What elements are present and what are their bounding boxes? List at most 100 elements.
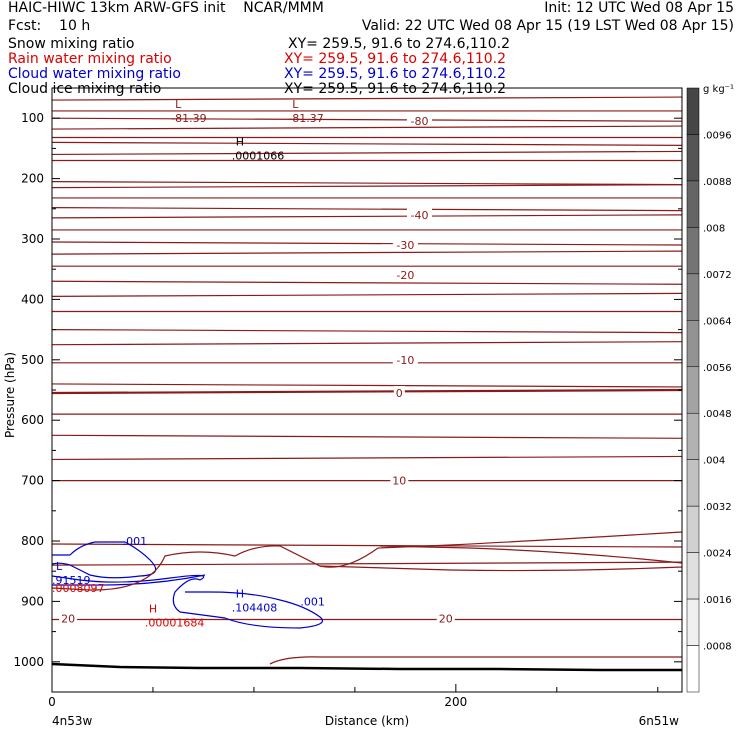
isotherm-line (51, 341, 683, 346)
isotherm-line (51, 241, 683, 246)
isotherm-line (51, 117, 683, 122)
x-tick-label: 0 (48, 695, 56, 709)
field-cloudice-name: Cloud ice mixing ratio (8, 81, 162, 97)
colorbar-segment (686, 227, 700, 275)
field-cloudwater-xy: XY= 259.5, 91.6 to 274.6,110.2 (284, 66, 507, 82)
colorbar-tick-label: .0064 (703, 316, 732, 327)
label-bg (390, 473, 409, 486)
isotherm-label: 0 (396, 387, 403, 400)
contour-value-label: .001 (123, 535, 148, 548)
distance-ticks: 0 200 (48, 684, 659, 709)
isotherm-line (51, 280, 683, 285)
isotherm-lines (51, 96, 683, 621)
isotherm-label: -20 (396, 269, 414, 282)
isotherm-line (51, 383, 683, 388)
colorbar-segment (686, 459, 700, 507)
field-rain-xy: XY= 259.5, 91.6 to 274.6,110.2 (284, 51, 507, 67)
isotherm-line (51, 292, 683, 297)
extremum-letter: H (149, 603, 157, 616)
isotherm-label: -30 (396, 239, 414, 252)
isotherm-line (51, 434, 683, 439)
colorbar-segment (686, 87, 700, 135)
isotherm-line (51, 543, 683, 548)
forecast-hour: Fcst: 10 h (8, 18, 91, 34)
field-snow-name: Snow mixing ratio (8, 36, 135, 52)
y-tick-label: 500 (21, 353, 44, 367)
chart-title: HAIC-HIWC 13km ARW-GFS init NCAR/MMM (8, 0, 324, 16)
isotherm-label: 20 (439, 612, 453, 625)
label-bg (59, 611, 78, 624)
colorbar-tick-label: .0024 (703, 549, 732, 560)
x-axis-label: Distance (km) (325, 714, 409, 728)
isotherm-line (51, 561, 683, 566)
colorbar-tick-label: .004 (703, 456, 725, 467)
label-bg (392, 268, 418, 281)
y-tick-label: 300 (21, 232, 44, 246)
field-rain-name: Rain water mixing ratio (8, 51, 172, 67)
extremum-value: -81.37 (288, 112, 323, 125)
colorbar-tick-label: .0056 (703, 363, 732, 374)
extremum-value: -81.39 (171, 112, 206, 125)
label-bg (407, 207, 432, 220)
isotherm-line (51, 206, 683, 212)
colorbar-segment (686, 598, 700, 646)
colorbar-tick-label: .0008 (703, 642, 732, 653)
field-cloudice-xy: XY= 259.5, 91.6 to 274.6,110.2 (284, 81, 507, 97)
x-left-label: 4n53w (52, 714, 93, 728)
colorbar-segment (686, 505, 700, 553)
isotherm-label: 10 (392, 475, 406, 488)
colorbar-tick-label: .0088 (703, 177, 732, 188)
isotherm-line (51, 141, 683, 146)
colorbar-segment (686, 645, 700, 693)
terrain-line (51, 656, 682, 672)
colorbar: .0096 .0088 .008 .0072 .0064 .0056 .0048 .004 .0… (686, 87, 732, 693)
isotherm-label: 20 (61, 612, 75, 625)
rain-water-contour (51, 545, 379, 591)
colorbar-segment (686, 366, 700, 414)
extremum-value: .00001684 (145, 617, 205, 630)
colorbar-segment (686, 273, 700, 321)
rain-water-contour-3 (379, 545, 683, 564)
colorbar-unit: g kg⁻¹ (703, 84, 734, 95)
y-tick-label: 1000 (13, 655, 44, 669)
extremum-letter: L (292, 98, 299, 111)
extremum-letter: H (236, 587, 244, 600)
y-tick-label: 800 (21, 534, 44, 548)
y-tick-label: 200 (21, 172, 44, 186)
extremum-letter: L (175, 98, 182, 111)
cloud-water-contour-2 (51, 574, 324, 629)
isotherm-line (51, 455, 683, 461)
init-time: Init: 12 UTC Wed 08 Apr 15 (544, 0, 734, 16)
colorbar-tick-label: .0048 (703, 409, 732, 420)
colorbar-segment (686, 552, 700, 600)
colorbar-tick-label: .0096 (703, 130, 732, 141)
extremum-value: .0001066 (232, 150, 285, 163)
isotherm-line (51, 329, 683, 334)
isotherm-label: -80 (411, 115, 429, 128)
isotherm-line (51, 181, 683, 186)
field-cloudwater-name: Cloud water mixing ratio (8, 66, 181, 82)
isotherm-label: -10 (396, 354, 414, 367)
colorbar-segment (686, 180, 700, 228)
y-tick-label: 700 (21, 474, 44, 488)
colorbar-tick-label: .0072 (703, 270, 732, 281)
extremum-value: .91519 (52, 574, 91, 587)
rain-water-contour-2 (377, 531, 683, 549)
rain-water-contour-4 (319, 565, 683, 572)
isotherm-line (51, 184, 683, 189)
label-bg (407, 114, 432, 127)
y-axis-label: Pressure (hPa) (3, 352, 17, 438)
field-snow-xy: XY= 259.5, 91.6 to 274.6,110.2 (288, 36, 511, 52)
extremum-value: .104408 (232, 601, 278, 614)
mixing-ratio-contours (51, 531, 683, 629)
cloud-water-contour-3 (52, 574, 206, 586)
isotherm-line (51, 150, 683, 156)
label-bg (436, 611, 455, 624)
isotherm-line (51, 388, 683, 395)
x-tick-label: 200 (444, 695, 467, 709)
isotherm-line (51, 214, 683, 219)
label-bg (393, 386, 405, 399)
isotherm-label: -40 (411, 209, 429, 222)
